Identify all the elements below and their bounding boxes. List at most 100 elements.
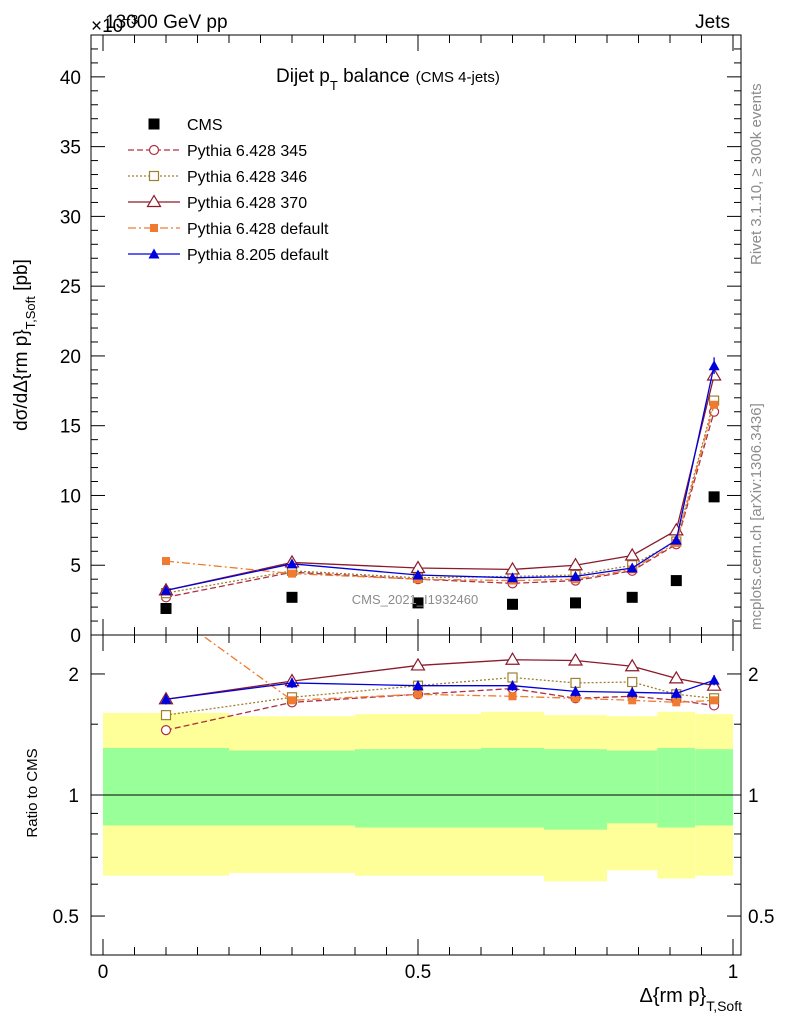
ratio-point-p8def [570, 685, 581, 696]
ratio-point-p346 [627, 676, 638, 688]
legend-label-p346: Pythia 6.428 346 [187, 169, 307, 186]
ratio-point-p6def [414, 690, 422, 699]
legend-label-p8def: Pythia 8.205 default [187, 247, 329, 264]
y-multiplier-exp: −3 [123, 12, 138, 27]
y-tick-label: 40 [60, 68, 81, 89]
ratio-band-inner [103, 747, 229, 826]
x-tick-label: 1 [728, 962, 739, 983]
ratio-y-label: Ratio to CMS [24, 748, 41, 837]
ratio-line-p8def [165, 679, 715, 700]
ratio-y-tick-label: 2 [68, 665, 79, 686]
ratio-y-tick-label-right: 0.5 [748, 907, 774, 928]
ratio-line-p6def [200, 635, 715, 703]
data-point-cms [160, 602, 172, 614]
ratio-bands [103, 711, 733, 882]
y-tick-label: 0 [70, 626, 81, 647]
data-point-p8def [626, 562, 638, 573]
ratio-point-p6def [571, 694, 580, 703]
series-line-p6def [165, 404, 715, 582]
data-point-cms [626, 591, 638, 603]
x-tick-label: 0.5 [405, 962, 431, 983]
legend: CMS Pythia 6.428 345 Pythia 6.428 346 Pythi… [128, 117, 329, 264]
legend-marker-cms [148, 118, 160, 130]
plot-title-note: (CMS 4-jets) [416, 69, 500, 86]
ratio-band-inner [229, 750, 355, 826]
data-point-p8def [507, 572, 518, 583]
data-point-p6def [710, 400, 719, 409]
data-point-p370 [567, 557, 584, 571]
ratio-point-p8def [670, 687, 682, 698]
y-tick-label: 5 [70, 556, 81, 577]
data-point-cms [708, 491, 720, 503]
data-point-p8def [286, 558, 298, 569]
series-line-p346 [165, 400, 715, 594]
ratio-band-inner [355, 749, 481, 828]
y-tick-label: 30 [60, 207, 81, 228]
data-point-cms [670, 575, 682, 587]
data-point-p8def [160, 584, 172, 595]
ratio-band-inner [544, 749, 607, 830]
series-line-p8def [165, 365, 715, 591]
data-point-p6def [288, 569, 296, 578]
legend-marker-p6def [150, 224, 158, 232]
ratio-point-p8def [412, 680, 424, 691]
x-axis-label-sub: T,Soft [706, 998, 742, 1014]
series-line-p370 [165, 375, 715, 591]
data-point-cms [412, 597, 424, 609]
ratio-point-p8def [286, 677, 298, 688]
data-point-p370 [504, 561, 521, 575]
ratio-point-p8def [626, 686, 638, 697]
plot-title-main: Dijet p [276, 66, 330, 87]
ratio-point-p8def [507, 680, 518, 691]
ratio-point-p346 [160, 710, 172, 721]
ratio-y-tick-label-right: 2 [748, 665, 759, 686]
mcplots-note: mcplots.cern.ch [arXiv:1306.3436] [748, 403, 765, 630]
ratio-line-p345 [165, 687, 715, 731]
ratio-y-tick-label: 0.5 [53, 907, 79, 928]
ratio-point-p370 [567, 652, 584, 666]
data-point-p8def [670, 534, 682, 545]
rivet-note: Rivet 3.1.10, ≥ 300k events [748, 83, 765, 265]
y-tick-label: 20 [60, 347, 81, 368]
y-axis-label-unit: [pb] [11, 259, 32, 296]
x-axis-label: Δ{rm p}T,Soft [639, 985, 742, 1014]
plot-title: Dijet pT balance (CMS 4-jets) [276, 66, 500, 93]
series-line-p345 [165, 411, 715, 598]
ratio-point-p345 [160, 725, 172, 736]
ratio-point-p8def [708, 674, 720, 685]
legend-label-cms: CMS [187, 117, 223, 134]
ratio-point-p370 [410, 657, 426, 671]
data-point-cms [507, 598, 518, 610]
main-series-layer [158, 357, 722, 614]
y-tick-label: 10 [60, 486, 81, 507]
plot-title-rest: balance [338, 66, 410, 87]
legend-label-p345: Pythia 6.428 345 [187, 143, 307, 160]
legend-label-p370: Pythia 6.428 370 [187, 195, 307, 212]
watermark: CMS_2021_I1932460 [352, 592, 479, 607]
ratio-band-inner [695, 749, 733, 826]
ratio-band-inner [657, 747, 696, 828]
ratio-point-p6def [508, 692, 517, 701]
ratio-point-p370 [504, 652, 521, 665]
data-point-cms [570, 597, 581, 609]
ratio-band-inner [481, 747, 544, 828]
ratio-point-p6def [288, 696, 296, 705]
y-tick-label: 15 [60, 417, 81, 438]
data-point-cms [286, 591, 298, 603]
ratio-point-p370 [624, 658, 640, 672]
axis-ticks: 0 5 10 15 20 25 30 35 40 0 0.5 1 0.5 0.5 1 1 2 2 [53, 35, 774, 983]
data-point-p6def [162, 557, 170, 566]
ratio-point-p370 [668, 670, 684, 684]
ratio-point-p8def [160, 693, 172, 704]
data-point-p8def [708, 360, 720, 371]
ratio-band-inner [607, 750, 658, 824]
process-label: Jets [695, 12, 730, 33]
legend-marker-p370 [146, 194, 162, 208]
ratio-point-p6def [628, 696, 637, 705]
data-point-p8def [412, 569, 424, 580]
legend-marker-p346 [148, 170, 160, 182]
ratio-y-tick-label: 1 [68, 786, 79, 807]
y-axis-label-main: dσ/dΔ{rm p} [11, 329, 32, 431]
y-tick-label: 25 [60, 277, 81, 298]
data-point-p370 [624, 547, 640, 561]
